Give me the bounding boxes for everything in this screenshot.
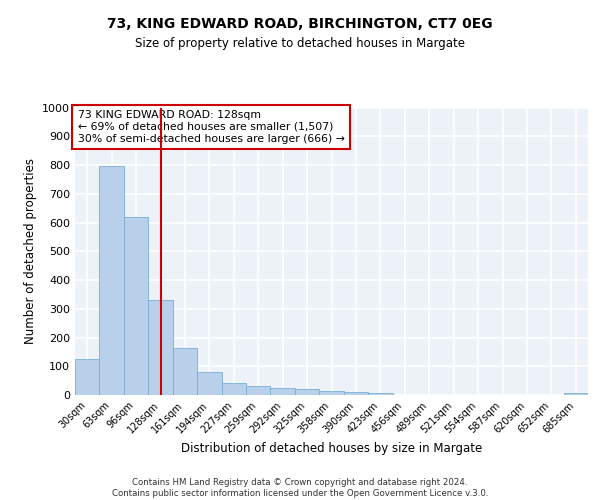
- Text: 73, KING EDWARD ROAD, BIRCHINGTON, CT7 0EG: 73, KING EDWARD ROAD, BIRCHINGTON, CT7 0…: [107, 18, 493, 32]
- Bar: [563, 392, 588, 395]
- Bar: [246, 386, 271, 395]
- Bar: [319, 390, 344, 395]
- Bar: [124, 217, 148, 395]
- Bar: [271, 388, 295, 395]
- X-axis label: Distribution of detached houses by size in Margate: Distribution of detached houses by size …: [181, 442, 482, 455]
- Bar: [173, 348, 197, 395]
- Text: Contains HM Land Registry data © Crown copyright and database right 2024.
Contai: Contains HM Land Registry data © Crown c…: [112, 478, 488, 498]
- Bar: [148, 300, 173, 395]
- Bar: [344, 392, 368, 395]
- Y-axis label: Number of detached properties: Number of detached properties: [23, 158, 37, 344]
- Bar: [197, 372, 221, 395]
- Bar: [100, 166, 124, 395]
- Text: Size of property relative to detached houses in Margate: Size of property relative to detached ho…: [135, 38, 465, 51]
- Bar: [368, 392, 392, 395]
- Bar: [75, 359, 100, 395]
- Bar: [221, 383, 246, 395]
- Bar: [295, 389, 319, 395]
- Text: 73 KING EDWARD ROAD: 128sqm
← 69% of detached houses are smaller (1,507)
30% of : 73 KING EDWARD ROAD: 128sqm ← 69% of det…: [77, 110, 344, 144]
